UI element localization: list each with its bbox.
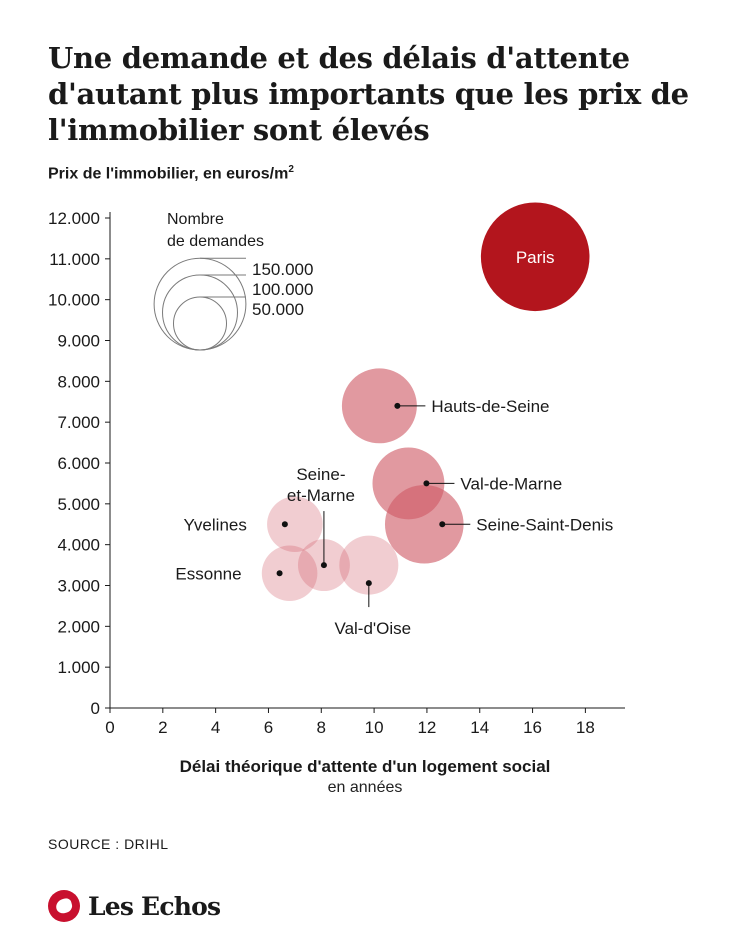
label-essonne: Essonne: [175, 564, 241, 583]
label-yvelines: Yvelines: [184, 515, 247, 534]
label-val-d-oise: Val-d'Oise: [335, 619, 412, 638]
label-seine-saint-denis: Seine-Saint-Denis: [476, 515, 613, 534]
x-axis-subtitle: en années: [327, 779, 403, 796]
x-tick-label: 18: [576, 718, 595, 737]
source-note: SOURCE : DRIHL: [48, 836, 169, 852]
x-tick-label: 16: [523, 718, 542, 737]
y-tick-label: 5.000: [57, 495, 100, 514]
label-hauts-de-seine: Hauts-de-Seine: [431, 397, 549, 416]
dot-essonne: [276, 570, 283, 577]
y-tick-label: 6.000: [57, 454, 100, 473]
bubble-chart: 0 1.000 2.000 3.000 4.000 5.000 6.000 7.000 8.00…: [48, 202, 625, 737]
x-axis-title: Délai théorique d'attente d'un logement …: [179, 757, 551, 776]
y-tick-label: 10.000: [48, 291, 100, 310]
x-tick-label: 0: [105, 718, 114, 737]
bubble-val-d-oise: [339, 535, 399, 595]
size-legend-title: Nombre: [167, 211, 224, 228]
bubble-yvelines: [267, 496, 323, 553]
y-tick-label: 4.000: [57, 536, 100, 555]
y-tick-label: 11.000: [49, 250, 100, 269]
y-tick-label: 12.000: [48, 209, 100, 228]
y-tick-label: 3.000: [57, 577, 100, 596]
size-legend-label: 100.000: [252, 280, 313, 299]
dot-seine-et-marne: [320, 562, 327, 569]
y-tick-label: 1.000: [57, 658, 100, 677]
brand-name: Les Echos: [88, 891, 221, 921]
x-tick-label: 2: [158, 718, 167, 737]
chart-title: Une demande et des délais d'attente d'au…: [48, 41, 689, 147]
x-tick-label: 10: [365, 718, 384, 737]
x-tick-label: 8: [317, 718, 326, 737]
x-tick-label: 6: [264, 718, 273, 737]
y-axis-title-text: Prix de l'immobilier, en euros/m: [48, 165, 289, 183]
lesechos-logo-icon: [48, 890, 80, 922]
x-tick-label: 14: [470, 718, 489, 737]
label-paris: Paris: [516, 248, 555, 267]
size-legend-label: 50.000: [252, 300, 304, 319]
dot-yvelines: [281, 521, 288, 528]
bubble-essonne: [261, 545, 318, 602]
x-tick-label: 4: [211, 718, 220, 737]
size-legend-circle: [173, 296, 227, 351]
y-tick-label: 0: [91, 699, 100, 718]
label-seine-et-marne: et-Marne: [287, 486, 355, 505]
label-val-de-marne: Val-de-Marne: [460, 474, 562, 493]
label-seine-et-marne: Seine-: [296, 465, 345, 484]
y-tick-label: 9.000: [57, 332, 100, 351]
size-legend-circle: [153, 257, 247, 351]
bubble-paris: [480, 202, 590, 312]
y-tick-label: 8.000: [57, 372, 100, 391]
bubble-hauts-de-seine: [341, 368, 417, 444]
brand-logo[interactable]: Les Echos: [48, 888, 221, 924]
y-tick-label: 7.000: [57, 413, 100, 432]
bubble-seine-saint-denis: [384, 484, 464, 564]
x-tick-label: 12: [417, 718, 436, 737]
size-legend-label: 150.000: [252, 260, 313, 279]
size-legend-circle: [162, 274, 238, 351]
size-legend-title: de demandes: [167, 233, 264, 250]
y-tick-label: 2.000: [57, 617, 100, 636]
y-axis-title-sup: 2: [288, 164, 294, 175]
y-axis-title: Prix de l'immobilier, en euros/m2: [48, 164, 294, 183]
